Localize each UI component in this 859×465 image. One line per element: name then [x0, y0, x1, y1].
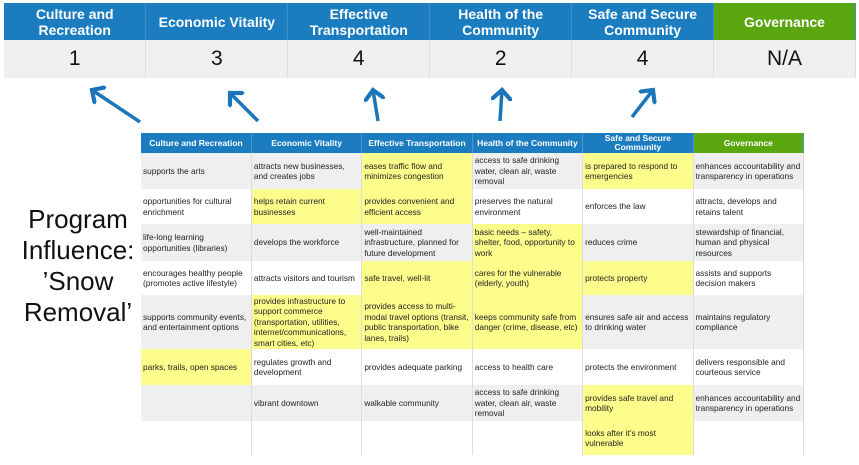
table-cell: develops the workforce	[251, 224, 363, 261]
table-cell: keeps community safe from danger (crime,…	[472, 295, 584, 349]
matrix-header-safe: Safe and Secure Community	[582, 133, 694, 153]
table-row: supports community events, and entertain…	[141, 295, 805, 349]
table-cell: protects property	[582, 261, 694, 295]
arrows	[0, 0, 859, 124]
matrix-header-transportation: Effective Transportation	[361, 133, 473, 153]
table-cell: supports the arts	[141, 153, 252, 189]
table-row: vibrant downtown walkable community access…	[141, 385, 805, 421]
table-cell: regulates growth and development	[251, 349, 363, 385]
table-cell: provides infrastructure to support comme…	[251, 295, 363, 349]
table-cell: preserves the natural environment	[472, 189, 584, 224]
table-cell	[141, 421, 252, 455]
table-row: supports the arts attracts new businesses…	[141, 153, 805, 189]
program-influence-label: Program Influence: ’Snow Removal’	[14, 204, 142, 328]
summary-value-economic: 3	[145, 40, 289, 78]
table-cell: enhances accountability and transparency…	[693, 385, 805, 421]
summary-header-row: Culture and Recreation Economic Vitality…	[4, 3, 856, 40]
summary-table: Culture and Recreation Economic Vitality…	[4, 3, 856, 78]
arrow-icon-culture	[92, 90, 141, 124]
table-cell: protects the environment	[582, 349, 694, 385]
arrow-icon-safe	[630, 90, 653, 119]
table-cell: attracts new businesses, and creates job…	[251, 153, 363, 189]
table-cell	[251, 421, 363, 455]
summary-value-governance: N/A	[713, 40, 856, 78]
table-row: life-long learning opportunities (librar…	[141, 224, 805, 261]
table-cell: vibrant downtown	[251, 385, 363, 421]
table-cell: basic needs – safety, shelter, food, opp…	[472, 224, 584, 261]
table-cell: parks, trails, open spaces	[141, 349, 252, 385]
table-cell: enhances accountability and transparency…	[693, 153, 805, 189]
table-cell: access to health care	[472, 349, 584, 385]
matrix-header-health: Health of the Community	[472, 133, 584, 153]
table-cell	[472, 421, 584, 455]
table-cell: is prepared to respond to emergencies	[582, 153, 694, 189]
table-cell: eases traffic flow and minimizes congest…	[361, 153, 473, 189]
summary-value-culture: 1	[4, 40, 147, 78]
summary-header-economic: Economic Vitality	[145, 3, 289, 40]
table-cell: cares for the vulnerable (elderly, youth…	[472, 261, 584, 295]
table-cell: opportunities for cultural enrichment	[141, 189, 252, 224]
summary-header-health: Health of the Community	[429, 3, 573, 40]
table-cell: delivers responsible and courteous servi…	[693, 349, 805, 385]
table-row: opportunities for cultural enrichment hel…	[141, 189, 805, 224]
table-cell: enforces the law	[582, 189, 694, 224]
table-cell: well-maintained infrastructure, planned …	[361, 224, 473, 261]
label-line: Program	[28, 204, 128, 234]
label-line: Influence:	[21, 235, 135, 265]
arrow-icon-transportation	[373, 90, 378, 122]
criteria-matrix: Culture and Recreation Economic Vitality…	[141, 133, 805, 455]
table-cell: reduces crime	[582, 224, 694, 261]
table-cell: encourages healthy people (promotes acti…	[141, 261, 252, 295]
matrix-header-governance: Governance	[693, 133, 805, 153]
table-cell: provides convenient and efficient access	[361, 189, 473, 224]
table-cell	[141, 385, 252, 421]
matrix-header-row: Culture and Recreation Economic Vitality…	[141, 133, 805, 153]
table-cell: provides access to multi-modal travel op…	[361, 295, 473, 349]
table-row: encourages healthy people (promotes acti…	[141, 261, 805, 295]
table-cell: walkable community	[361, 385, 473, 421]
matrix-header-economic: Economic Vitality	[251, 133, 363, 153]
summary-header-transportation: Effective Transportation	[287, 3, 431, 40]
table-cell	[361, 421, 473, 455]
arrow-icon-economic	[230, 93, 260, 123]
table-cell: supports community events, and entertain…	[141, 295, 252, 349]
table-cell	[693, 421, 805, 455]
summary-value-health: 2	[429, 40, 573, 78]
table-row: looks after it's most vulnerable	[141, 421, 805, 455]
table-cell: looks after it's most vulnerable	[582, 421, 694, 455]
table-row: parks, trails, open spaces regulates grow…	[141, 349, 805, 385]
table-cell: assists and supports decision makers	[693, 261, 805, 295]
label-line: ’Snow	[42, 266, 114, 296]
table-cell: ensures safe air and access to drinking …	[582, 295, 694, 349]
summary-header-governance: Governance	[713, 3, 856, 40]
summary-value-safe: 4	[571, 40, 715, 78]
table-cell: access to safe drinking water, clean air…	[472, 385, 584, 421]
summary-header-culture: Culture and Recreation	[4, 3, 147, 40]
matrix-header-culture: Culture and Recreation	[141, 133, 252, 153]
table-cell: access to safe drinking water, clean air…	[472, 153, 584, 189]
table-cell: attracts, develops and retains talent	[693, 189, 805, 224]
summary-value-transportation: 4	[287, 40, 431, 78]
table-cell: attracts visitors and tourism	[251, 261, 363, 295]
summary-header-safe: Safe and Secure Community	[571, 3, 715, 40]
table-cell: safe travel, well-lit	[361, 261, 473, 295]
summary-value-row: 1 3 4 2 4 N/A	[4, 40, 856, 78]
table-cell: provides safe travel and mobility	[582, 385, 694, 421]
arrow-icon-health	[500, 90, 502, 122]
table-cell: stewardship of financial, human and phys…	[693, 224, 805, 261]
table-cell: life-long learning opportunities (librar…	[141, 224, 252, 261]
table-cell: provides adequate parking	[361, 349, 473, 385]
table-cell: maintains regulatory compliance	[693, 295, 805, 349]
table-cell: helps retain current businesses	[251, 189, 363, 224]
label-line: Removal’	[23, 297, 133, 327]
